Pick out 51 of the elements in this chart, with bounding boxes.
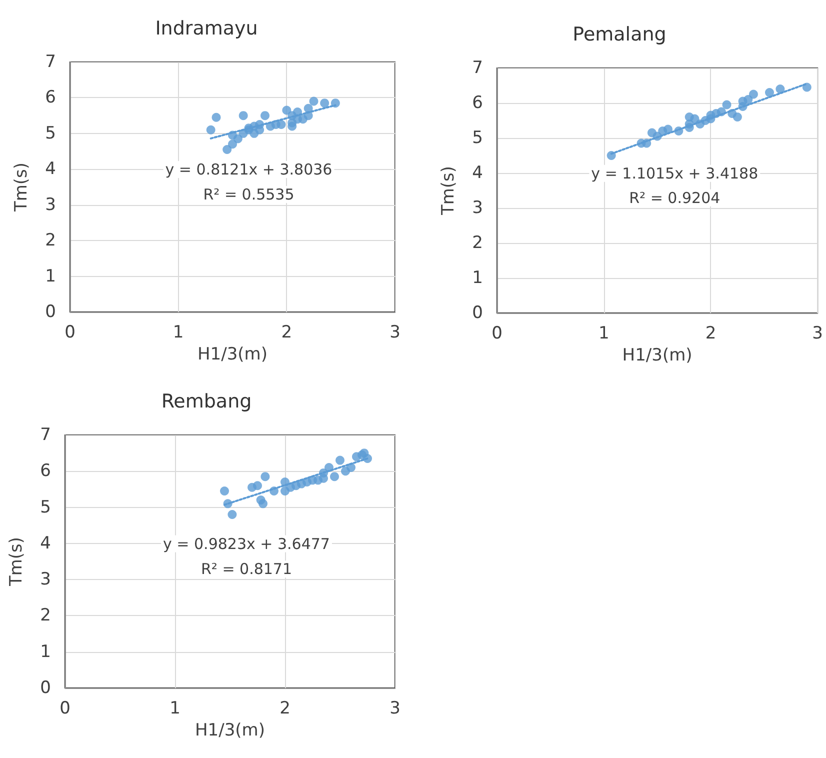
x-axis-title: H1/3(m) xyxy=(195,720,265,740)
y-tick-label: 1 xyxy=(472,268,483,288)
y-tick-label: 4 xyxy=(45,159,56,180)
y-tick-label: 6 xyxy=(472,93,483,113)
x-tick-label: 2 xyxy=(280,698,290,718)
y-tick-label: 3 xyxy=(45,194,56,215)
y-tick-label: 0 xyxy=(40,678,51,698)
y-axis-title: Tm(s) xyxy=(6,536,26,588)
annotation: y = 0.9823x + 3.6477 xyxy=(163,534,330,553)
y-axis-title: Tm(s) xyxy=(438,166,458,216)
x-axis-title: H1/3(m) xyxy=(622,346,692,366)
y-axis-title: Tm(s) xyxy=(12,162,32,213)
y-tick-label: 2 xyxy=(45,230,56,251)
y-tick-label: 6 xyxy=(45,88,56,108)
y-tick-label: 3 xyxy=(472,198,483,218)
y-tick-label: 0 xyxy=(472,303,483,323)
y-tick-label: 5 xyxy=(40,497,51,518)
x-tick-label: 2 xyxy=(281,322,292,342)
x-axis-title: H1/3(m) xyxy=(198,344,268,364)
y-tick-label: 6 xyxy=(40,461,51,482)
y-tick-label: 1 xyxy=(40,642,51,662)
annotation: y = 0.8121x + 3.8036 xyxy=(165,160,332,178)
x-tick-label: 1 xyxy=(598,324,610,344)
y-tick-label: 2 xyxy=(472,233,483,253)
annotation: R² = 0.9204 xyxy=(629,188,720,207)
x-tick-label: 1 xyxy=(170,698,180,718)
x-tick-label: 2 xyxy=(705,324,716,344)
annotation: R² = 0.8171 xyxy=(200,560,292,578)
y-tick-label: 5 xyxy=(45,123,56,144)
y-tick-label: 0 xyxy=(45,302,56,322)
x-tick-label: 0 xyxy=(492,324,502,344)
chart-title: Indramayu xyxy=(155,18,258,40)
y-tick-label: 7 xyxy=(45,52,56,72)
chart-title: Rembang xyxy=(161,390,252,412)
x-tick-label: 3 xyxy=(390,698,400,718)
y-tick-label: 1 xyxy=(45,266,56,286)
x-tick-label: 1 xyxy=(172,322,184,342)
y-tick-label: 4 xyxy=(472,163,483,183)
annotation: R² = 0.5535 xyxy=(203,186,294,204)
x-tick-label: 3 xyxy=(812,324,824,344)
x-tick-label: 0 xyxy=(60,698,70,718)
x-tick-label: 0 xyxy=(64,322,76,342)
y-tick-label: 2 xyxy=(40,606,51,626)
y-tick-label: 5 xyxy=(472,128,483,148)
x-tick-label: 3 xyxy=(390,322,400,342)
y-tick-label: 7 xyxy=(472,58,483,78)
chart-title: Pemalang xyxy=(572,24,666,46)
annotation: y = 1.1015x + 3.4188 xyxy=(591,164,758,182)
y-tick-label: 3 xyxy=(40,570,51,590)
y-tick-label: 4 xyxy=(40,533,51,554)
y-tick-label: 7 xyxy=(40,425,51,445)
